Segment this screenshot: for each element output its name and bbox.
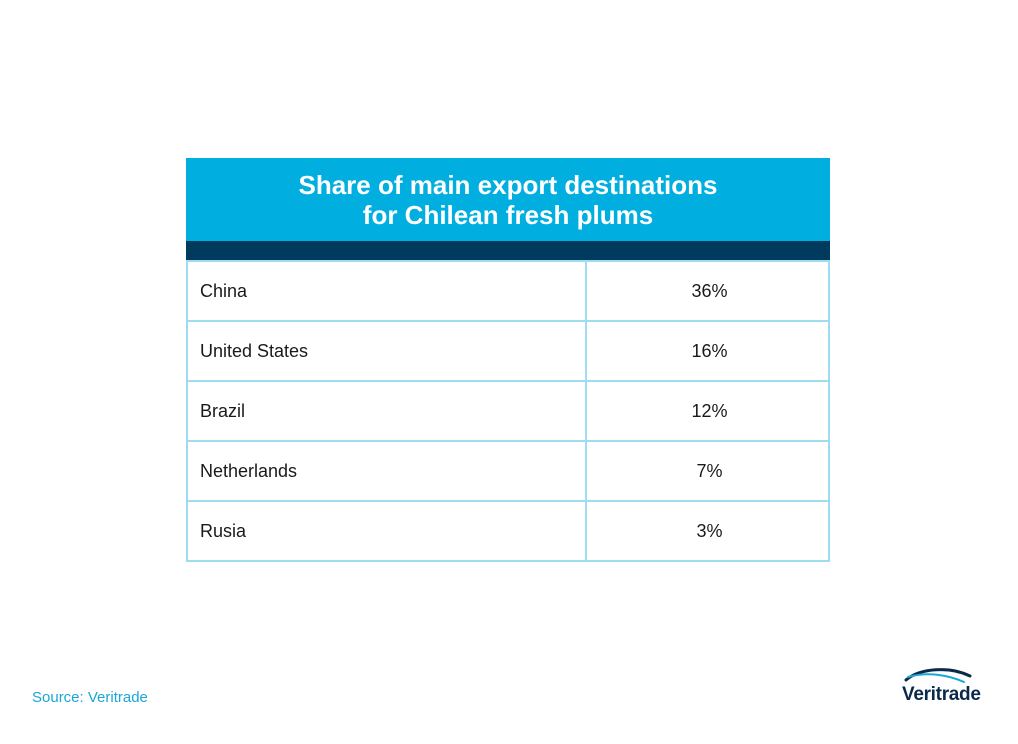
table-row: Rusia 3% (186, 500, 830, 562)
share-cell: 12% (585, 380, 830, 442)
table-row: Netherlands 7% (186, 440, 830, 502)
table-row: China 36% (186, 260, 830, 322)
source-note: Source: Veritrade (32, 689, 148, 706)
data-table: China 36% United States 16% Brazil 12% N… (186, 260, 830, 562)
country-cell: United States (186, 320, 587, 382)
country-cell: Brazil (186, 380, 587, 442)
veritrade-logo: Veritrade (898, 668, 990, 712)
country-cell: China (186, 260, 587, 322)
country-cell: Netherlands (186, 440, 587, 502)
table-header-band (186, 241, 830, 260)
country-cell: Rusia (186, 500, 587, 562)
table-title-line-2: for Chilean fresh plums (362, 199, 654, 230)
share-cell: 3% (585, 500, 830, 562)
logo-swoosh-icon (904, 668, 972, 683)
table-row: Brazil 12% (186, 380, 830, 442)
share-cell: 16% (585, 320, 830, 382)
table-title-line-1: Share of main export destinations (298, 169, 718, 200)
share-cell: 36% (585, 260, 830, 322)
share-cell: 7% (585, 440, 830, 502)
table-row: United States 16% (186, 320, 830, 382)
logo-text: Veritrade (902, 684, 981, 705)
table-title: Share of main export destinations for Ch… (186, 158, 830, 241)
export-share-table: Share of main export destinations for Ch… (186, 158, 830, 562)
